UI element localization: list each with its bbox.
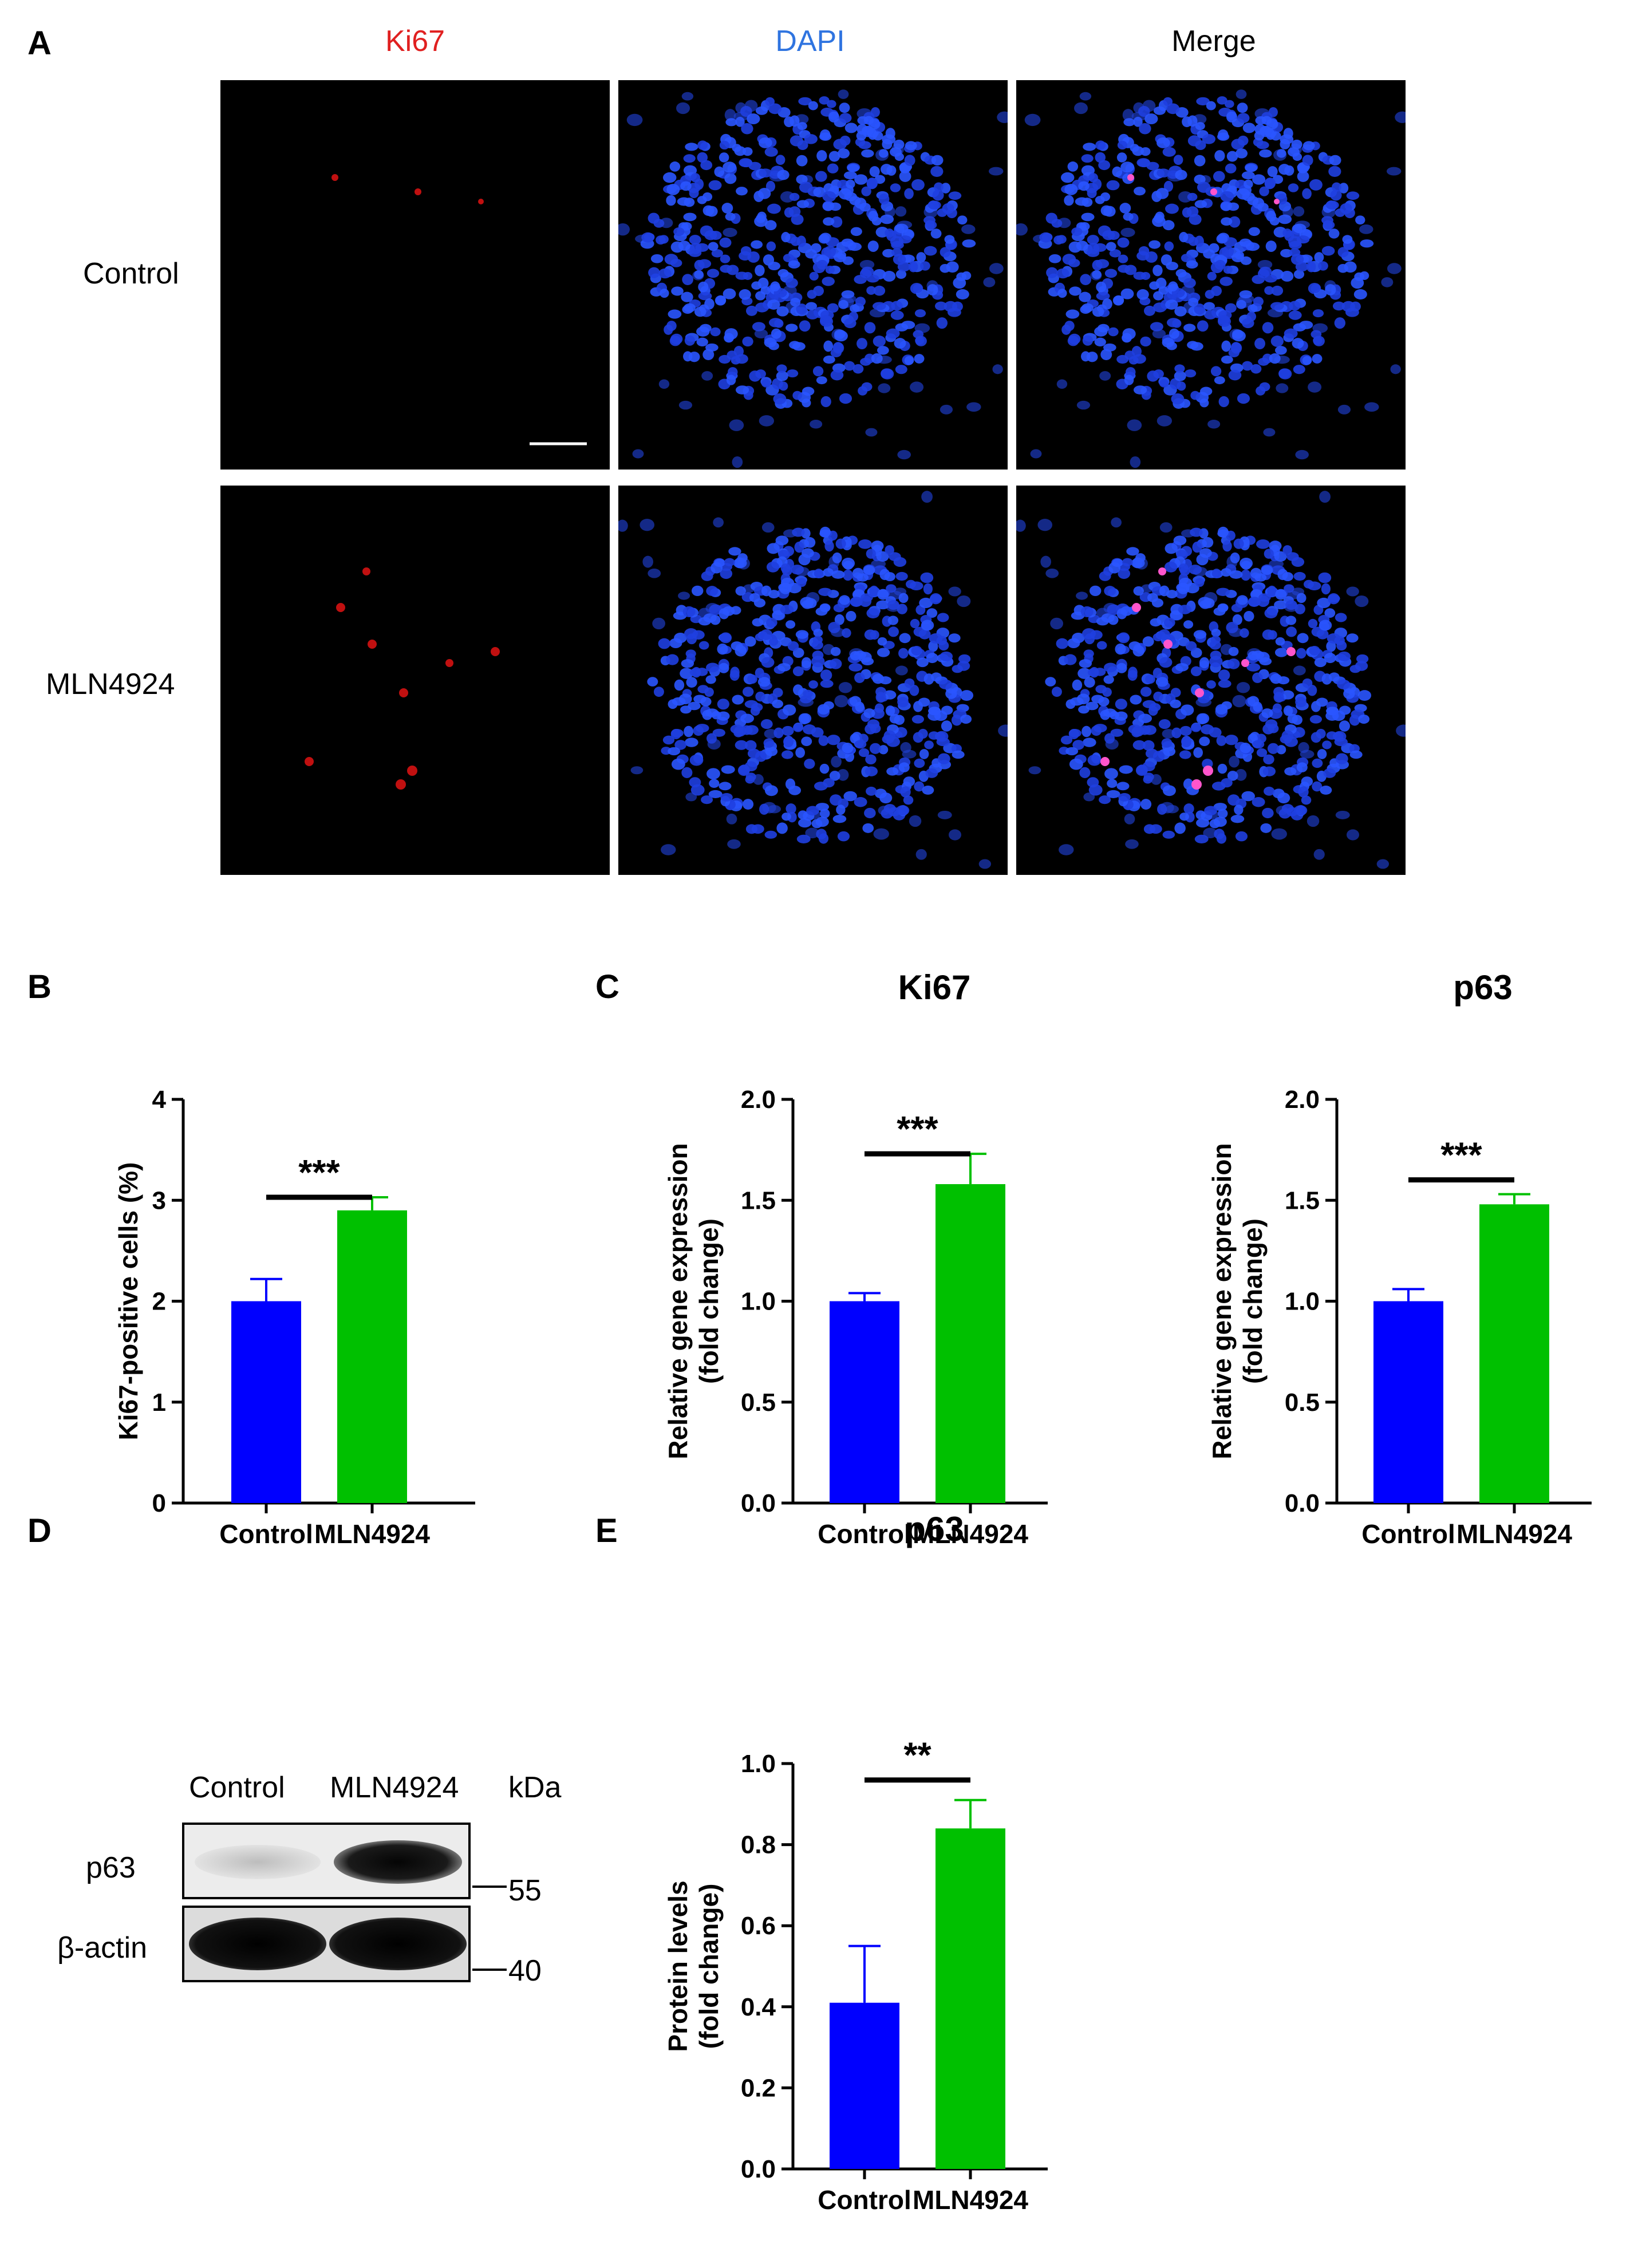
y-tick-label: 0.8 xyxy=(741,1831,776,1859)
panel-letter-b: B xyxy=(27,968,52,1005)
bar-control xyxy=(830,2002,899,2169)
nuclei-group xyxy=(1016,491,1406,869)
y-tick-label: 3 xyxy=(152,1186,166,1214)
y-tick-label: 2.0 xyxy=(741,1086,776,1114)
micrograph-control-ki67 xyxy=(220,80,610,470)
y-tick-label: 0 xyxy=(152,1489,166,1517)
bar-mln4924 xyxy=(936,1828,1005,2169)
y-axis-label: Ki67-positive cells (%) xyxy=(113,1162,143,1441)
band-p63-control xyxy=(195,1845,321,1879)
nuclei-group xyxy=(618,491,1008,869)
panel-letter-c: C xyxy=(595,968,619,1005)
blot-unit-kda: kDa xyxy=(508,1771,562,1804)
significance-stars: ** xyxy=(903,1736,931,1776)
y-tick-label: 1.5 xyxy=(1285,1186,1320,1214)
micrograph-mln4924-dapi xyxy=(618,486,1008,875)
y-tick-label: 0.0 xyxy=(741,2155,776,2183)
panel-letter-a: A xyxy=(27,25,52,62)
x-tick-label: MLN4924 xyxy=(1456,1519,1572,1549)
chart-title-c1: Ki67 xyxy=(898,968,971,1007)
ki67-signal-group xyxy=(1127,174,1280,204)
y-axis-label: (fold change) xyxy=(694,1884,724,2049)
y-tick-label: 1 xyxy=(152,1389,166,1417)
blot-marker-40: 40 xyxy=(508,1954,542,1987)
y-axis-label: Relative gene expression xyxy=(1207,1143,1237,1459)
column-header-ki67: Ki67 xyxy=(385,25,445,58)
x-tick-label: MLN4924 xyxy=(314,1519,430,1549)
nuclei-group xyxy=(618,89,1008,468)
bar-control xyxy=(830,1301,899,1503)
blot-band-label-actin: β-actin xyxy=(57,1931,148,1965)
chart-c2: 0.0 0.5 1.0 1.5 2.0 Control MLN4924 *** Relative… xyxy=(1207,1086,1592,1549)
western-blot xyxy=(182,1823,507,1982)
micrograph-mln4924-ki67 xyxy=(220,486,610,875)
blot-lane-control: Control xyxy=(189,1771,285,1804)
ki67-signal-group xyxy=(305,567,500,790)
y-axis-label: Protein levels xyxy=(663,1880,693,2052)
column-header-dapi: DAPI xyxy=(775,25,845,58)
x-tick-label: Control xyxy=(1361,1519,1455,1549)
x-tick-label: MLN4924 xyxy=(913,2185,1028,2215)
band-actin-mln4924 xyxy=(329,1918,467,1970)
blot-marker-55: 55 xyxy=(508,1874,542,1907)
bar-control xyxy=(1373,1301,1443,1503)
y-tick-label: 4 xyxy=(152,1086,167,1114)
significance-stars: *** xyxy=(897,1110,938,1149)
x-tick-label: Control xyxy=(818,2185,911,2215)
y-tick-label: 1.5 xyxy=(741,1186,776,1214)
x-tick-label: MLN4924 xyxy=(913,1519,1028,1549)
y-tick-label: 0.4 xyxy=(741,1993,776,2021)
significance-stars: *** xyxy=(1440,1136,1482,1176)
y-axis-label: Relative gene expression xyxy=(663,1143,693,1459)
chart-e: 0.0 0.2 0.4 0.6 0.8 1.0 Control MLN4924 ** Protei… xyxy=(663,1736,1048,2215)
y-axis-label: (fold change) xyxy=(1238,1218,1268,1384)
y-tick-label: 0.5 xyxy=(741,1389,776,1417)
y-tick-label: 0.2 xyxy=(741,2074,776,2102)
bar-mln4924 xyxy=(337,1210,407,1503)
y-tick-label: 1.0 xyxy=(741,1288,776,1316)
blot-lane-mln4924: MLN4924 xyxy=(330,1771,459,1804)
y-axis-label: (fold change) xyxy=(694,1218,724,1384)
chart-title-c2: p63 xyxy=(1453,968,1513,1007)
band-p63-mln4924 xyxy=(334,1840,462,1884)
ki67-signal-group xyxy=(1100,567,1296,790)
micrograph-control-dapi xyxy=(618,80,1008,470)
chart-c1: 0.0 0.5 1.0 1.5 2.0 Control MLN4924 *** Relative… xyxy=(663,1086,1048,1549)
y-tick-label: 0.5 xyxy=(1285,1389,1320,1417)
column-header-merge: Merge xyxy=(1171,25,1256,58)
y-tick-label: 0.6 xyxy=(741,1912,776,1940)
y-tick-label: 0.0 xyxy=(1285,1489,1320,1517)
bar-mln4924 xyxy=(1479,1204,1549,1503)
y-tick-label: 1.0 xyxy=(1285,1288,1320,1316)
chart-b: 0 1 2 3 4 Control MLN4924 *** Ki67-positive cell… xyxy=(113,1086,475,1549)
row-label-mln4924: MLN4924 xyxy=(46,668,175,701)
y-tick-label: 0.0 xyxy=(741,1489,776,1517)
nuclei-group xyxy=(1016,89,1406,468)
blot-band-label-p63: p63 xyxy=(86,1851,136,1884)
bar-mln4924 xyxy=(936,1184,1005,1503)
ki67-signal-group xyxy=(331,174,484,204)
x-tick-label: Control xyxy=(219,1519,313,1549)
significance-stars: *** xyxy=(298,1153,340,1193)
bar-control xyxy=(231,1301,301,1503)
band-actin-control xyxy=(189,1918,326,1970)
y-tick-label: 2.0 xyxy=(1285,1086,1320,1114)
panel-letter-d: D xyxy=(27,1512,52,1549)
y-tick-label: 2 xyxy=(152,1288,166,1316)
x-tick-label: Control xyxy=(818,1519,911,1549)
row-label-control: Control xyxy=(83,257,179,290)
chart-title-e: p63 xyxy=(905,1510,964,1548)
y-tick-label: 1.0 xyxy=(741,1750,776,1778)
panel-letter-e: E xyxy=(595,1512,618,1549)
micrograph-mln4924-merge xyxy=(1016,486,1406,875)
micrograph-control-merge xyxy=(1016,80,1406,470)
